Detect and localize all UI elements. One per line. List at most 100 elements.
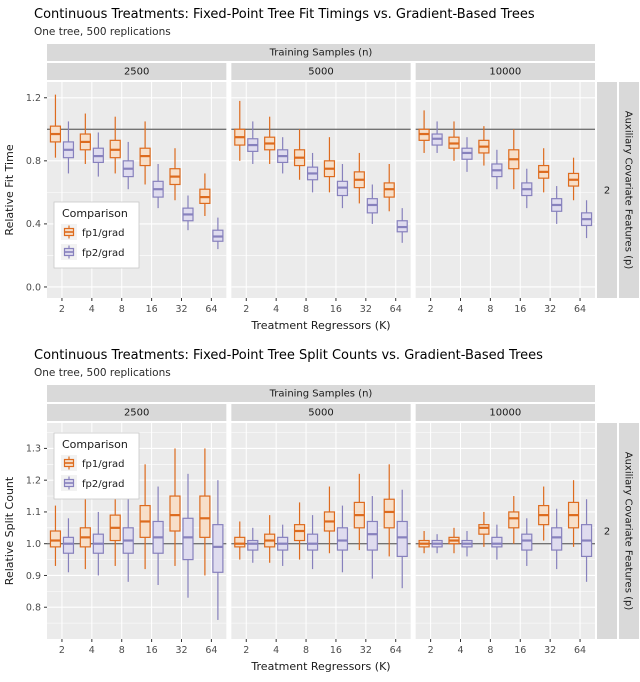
x-tick-label: 4 bbox=[273, 645, 279, 656]
box bbox=[293, 524, 306, 542]
boxplot bbox=[277, 524, 289, 566]
x-tick-label: 2 bbox=[243, 645, 249, 656]
x-tick-label: 8 bbox=[119, 304, 125, 315]
box bbox=[49, 530, 62, 548]
x-tick-label: 8 bbox=[303, 645, 309, 656]
x-tick-label: 16 bbox=[146, 304, 158, 315]
box bbox=[551, 527, 563, 551]
y-axis-title: Relative Fit Time bbox=[3, 144, 16, 235]
boxplot bbox=[478, 511, 490, 547]
facet-p-value: 2 bbox=[604, 186, 610, 197]
box bbox=[521, 533, 533, 551]
box bbox=[247, 539, 259, 551]
boxplot bbox=[551, 508, 563, 570]
box bbox=[234, 536, 246, 548]
right-outer-strip bbox=[619, 82, 639, 298]
boxplot bbox=[62, 121, 75, 174]
boxplot bbox=[152, 486, 164, 585]
x-tick-label: 16 bbox=[146, 645, 158, 656]
boxplot bbox=[293, 129, 306, 180]
legend-label: fp1/grad bbox=[82, 228, 125, 239]
boxplot bbox=[306, 152, 319, 193]
boxplot bbox=[538, 486, 550, 541]
fit-timings-plot: 2 Auxiliary Covariate Features (p) Trainin… bbox=[3, 44, 639, 332]
facet-strip bbox=[47, 63, 227, 80]
boxplot bbox=[264, 116, 276, 164]
boxplot bbox=[491, 149, 503, 190]
x-tick-label: 32 bbox=[544, 645, 556, 656]
split-counts-chart: Continuous Treatments: Fixed-Point Tree … bbox=[0, 341, 640, 682]
boxplot bbox=[508, 129, 520, 190]
boxplot bbox=[199, 173, 211, 217]
top-strip bbox=[47, 385, 595, 402]
boxplot bbox=[521, 518, 533, 566]
chart-title: Continuous Treatments: Fixed-Point Tree … bbox=[34, 7, 535, 22]
boxplot bbox=[169, 148, 181, 201]
boxplot bbox=[306, 515, 319, 570]
facet-n-value: 10000 bbox=[489, 408, 521, 419]
legend-title: Comparison bbox=[62, 207, 128, 220]
boxplot bbox=[212, 217, 224, 250]
y-axis-title: Relative Split Count bbox=[3, 476, 16, 585]
boxplot bbox=[508, 496, 520, 544]
boxplot bbox=[366, 496, 378, 579]
boxplot bbox=[109, 116, 121, 174]
legend-label: fp2/grad bbox=[82, 479, 125, 490]
x-tick-label: 2 bbox=[428, 304, 434, 315]
right-outer-strip bbox=[619, 423, 639, 639]
boxplot bbox=[152, 163, 164, 209]
boxplot bbox=[139, 121, 151, 185]
boxplot bbox=[551, 186, 563, 224]
x-tick-label: 2 bbox=[59, 304, 65, 315]
x-tick-label: 32 bbox=[360, 645, 372, 656]
box bbox=[396, 520, 408, 558]
y-tick-label: 1.1 bbox=[26, 507, 41, 518]
x-tick-label: 64 bbox=[390, 645, 402, 656]
legend-label: fp2/grad bbox=[82, 248, 125, 259]
legend: Comparison fp1/grad fp2/grad bbox=[53, 432, 140, 500]
boxplot bbox=[336, 505, 349, 573]
x-tick-label: 32 bbox=[544, 304, 556, 315]
facet-n-value: 2500 bbox=[124, 67, 149, 78]
x-tick-label: 64 bbox=[574, 304, 586, 315]
y-tick-label: 1.3 bbox=[26, 444, 41, 455]
x-tick-label: 16 bbox=[514, 645, 526, 656]
boxplot bbox=[139, 464, 151, 570]
x-tick-label: 2 bbox=[243, 304, 249, 315]
facet-n-value: 2500 bbox=[124, 408, 149, 419]
x-axis-title: Treatment Regressors (K) bbox=[250, 660, 390, 673]
boxplot bbox=[323, 486, 336, 554]
top-strip bbox=[47, 44, 595, 61]
right-strip-title: Auxiliary Covariate Features (p) bbox=[623, 111, 634, 270]
chart-subtitle: One tree, 500 replications bbox=[34, 367, 171, 379]
top-strip-title: Training Samples (n) bbox=[269, 48, 373, 59]
x-tick-label: 32 bbox=[175, 304, 187, 315]
facet-p-value: 2 bbox=[604, 527, 610, 538]
facet-panel bbox=[231, 423, 411, 639]
boxplot bbox=[383, 163, 395, 212]
x-tick-label: 8 bbox=[487, 645, 493, 656]
y-tick-label: 1.2 bbox=[26, 475, 41, 486]
x-tick-label: 16 bbox=[330, 304, 342, 315]
x-tick-label: 32 bbox=[175, 645, 187, 656]
boxplot bbox=[448, 121, 460, 161]
x-tick-label: 16 bbox=[330, 645, 342, 656]
boxplot bbox=[461, 137, 473, 172]
boxplot bbox=[567, 480, 580, 547]
boxplot bbox=[182, 195, 194, 231]
facet-panel bbox=[415, 82, 595, 298]
box bbox=[508, 511, 520, 529]
facet-strip bbox=[47, 404, 227, 421]
facet-panel bbox=[231, 82, 411, 298]
facet-panel bbox=[415, 423, 595, 639]
boxplot bbox=[431, 534, 443, 554]
chart-title: Continuous Treatments: Fixed-Point Tree … bbox=[34, 348, 543, 363]
box bbox=[306, 533, 319, 551]
box bbox=[366, 520, 378, 551]
boxplot bbox=[62, 518, 75, 573]
boxplot bbox=[353, 473, 365, 551]
top-strip-title: Training Samples (n) bbox=[269, 389, 373, 400]
boxplot bbox=[277, 137, 289, 174]
x-tick-label: 4 bbox=[457, 304, 463, 315]
